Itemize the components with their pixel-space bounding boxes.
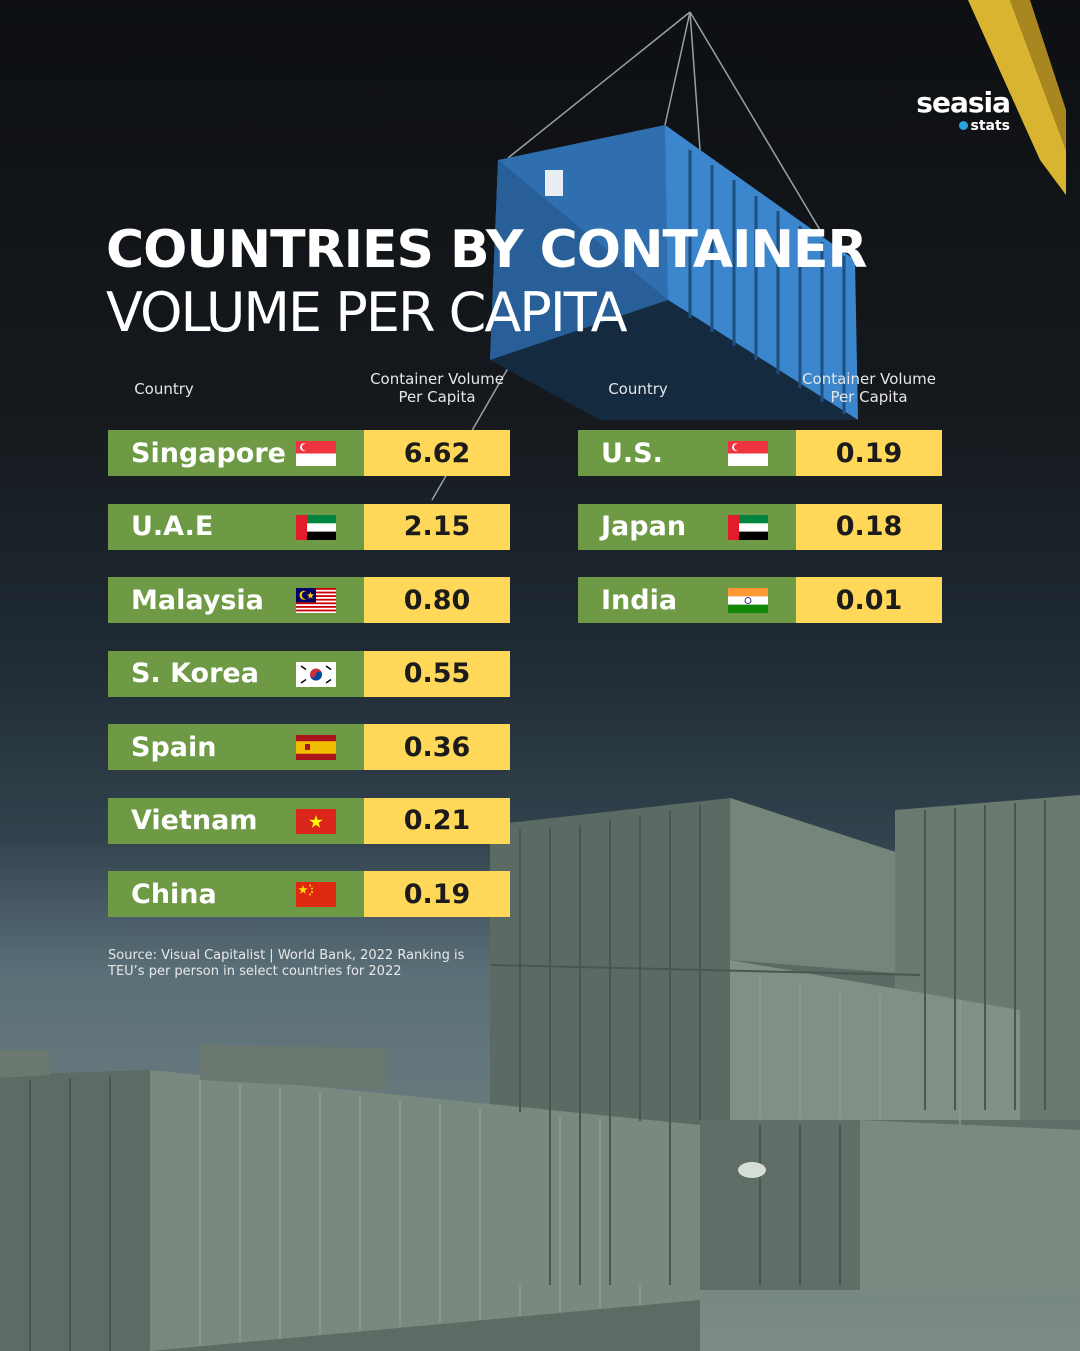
value-cell: 0.80: [364, 577, 510, 623]
left-table-row: Spain 0.36: [108, 724, 510, 770]
country-cell: Japan: [578, 503, 796, 550]
value-cell: 0.01: [796, 577, 942, 623]
country-name: S. Korea: [131, 658, 259, 689]
spain-flag-icon: [296, 735, 336, 760]
country-name: Singapore: [131, 437, 286, 469]
right-table-row: U.S. 0.19: [578, 430, 942, 476]
uae-flag-icon: [296, 514, 336, 540]
country-cell: China: [108, 871, 364, 917]
country-name: Vietnam: [131, 805, 258, 836]
south-korea-flag-icon: [296, 661, 336, 687]
country-cell: Singapore: [108, 430, 364, 476]
singapore-flag-icon: [728, 441, 768, 466]
crane-arm: [968, 0, 1066, 195]
china-flag-icon: [296, 882, 336, 907]
left-value-header-line2: Per Capita: [398, 388, 476, 406]
india-flag-icon: [728, 588, 768, 613]
left-table-row: Malaysia 0.80: [108, 577, 510, 623]
right-table-row: India 0.01: [578, 577, 942, 623]
brand-dot-icon: [958, 121, 968, 130]
brand-logo-sub-text: stats: [970, 118, 1011, 134]
value-cell: 6.62: [364, 430, 510, 476]
value-cell: 0.55: [364, 650, 510, 697]
left-table-row: Singapore 6.62: [108, 430, 510, 476]
country-name: Japan: [601, 511, 687, 542]
brand-logo-main: seasia: [916, 86, 1011, 119]
value-cell: 0.19: [364, 871, 510, 917]
hanging-container: [490, 125, 858, 420]
country-cell: U.S.: [578, 430, 796, 476]
left-table-row: China 0.19: [108, 871, 510, 917]
vietnam-flag-icon: [296, 808, 336, 834]
crane-arm-shade: [1010, 0, 1066, 150]
left-table-row: S. Korea 0.55: [108, 650, 510, 697]
singapore-flag-icon: [296, 441, 336, 466]
country-cell: S. Korea: [108, 650, 364, 697]
value-cell: 0.21: [364, 797, 510, 844]
value-cell: 0.18: [796, 503, 942, 550]
country-name: U.S.: [601, 437, 663, 469]
country-name: U.A.E: [131, 511, 214, 542]
left-table-row: Vietnam 0.21: [108, 797, 510, 844]
country-name: Malaysia: [131, 584, 264, 616]
left-table-row: U.A.E 2.15: [108, 503, 510, 550]
right-value-header: Container Volume Per Capita: [784, 370, 954, 406]
right-value-header-line1: Container Volume: [802, 370, 936, 388]
brand-logo-sub: stats: [916, 118, 1010, 134]
country-cell: Vietnam: [108, 797, 364, 844]
country-name: Spain: [131, 731, 217, 763]
page-title-line1: COUNTRIES BY CONTAINER: [106, 220, 868, 280]
uae-flag-icon: [728, 514, 768, 540]
right-country-header: Country: [608, 380, 668, 398]
container-yard: [0, 795, 1080, 1351]
country-name: India: [601, 584, 678, 616]
country-cell: U.A.E: [108, 503, 364, 550]
value-cell: 2.15: [364, 503, 510, 550]
brand-logo: seasia stats: [916, 86, 1011, 135]
left-value-header: Container Volume Per Capita: [352, 370, 522, 406]
country-cell: Spain: [108, 724, 364, 770]
country-cell: India: [578, 577, 796, 623]
source-note: Source: Visual Capitalist | World Bank, …: [108, 948, 465, 979]
page-title-line2: VOLUME PER CAPITA: [106, 281, 628, 344]
country-name: China: [131, 878, 217, 910]
right-value-header-line2: Per Capita: [830, 388, 908, 406]
left-country-header: Country: [134, 380, 194, 398]
malaysia-flag-icon: [296, 588, 336, 613]
country-cell: Malaysia: [108, 577, 364, 623]
value-cell: 0.36: [364, 724, 510, 770]
value-cell: 0.19: [796, 430, 942, 476]
right-table-row: Japan 0.18: [578, 503, 942, 550]
left-value-header-line1: Container Volume: [370, 370, 504, 388]
